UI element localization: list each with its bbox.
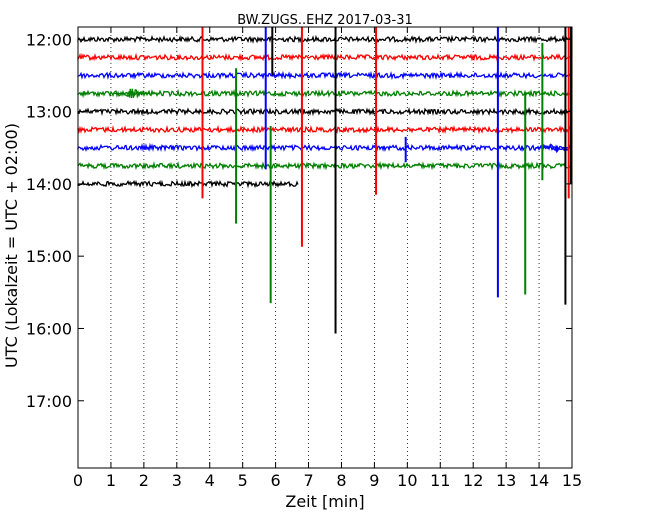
x-tick-label: 2 [139,471,149,490]
x-tick-label: 14 [529,471,549,490]
plot-frame [77,26,573,469]
x-tick-label: 15 [562,471,582,490]
x-tick-label: 7 [303,471,313,490]
x-tick-label: 11 [430,471,450,490]
trace-line [77,106,573,117]
x-tick-label: 12 [463,471,483,490]
y-tick-label: 15:00 [26,247,72,266]
trace-line [77,160,573,171]
y-tick-label: 17:00 [26,392,72,411]
x-tick-label: 8 [336,471,346,490]
trace-line [77,142,572,153]
y-tick-label: 16:00 [26,319,72,338]
seismic-traces [77,34,573,189]
x-tick-label: 13 [496,471,516,490]
x-tick-label: 5 [238,471,248,490]
y-tick-label: 14:00 [26,175,72,194]
trace-line [77,52,573,63]
seismic-spikes [201,27,573,334]
trace-line [77,70,573,81]
axis-ticks: 0 1 2 3 4 5 6 7 8 9 10 11 12 13 14 1512:0013:0014:0015:… [26,27,582,490]
trace-line [77,124,573,135]
wave-burst [114,88,151,99]
x-tick-label: 9 [369,471,379,490]
y-tick-label: 13:00 [26,103,72,122]
trace-line [77,179,299,189]
x-tick-label: 4 [205,471,215,490]
chart-title: BW.ZUGS..EHZ 2017-03-31 [237,13,413,28]
grid-lines [110,27,540,468]
trace-line [77,34,573,45]
x-tick-label: 3 [172,471,182,490]
x-tick-label: 1 [106,471,116,490]
x-tick-label: 0 [73,471,83,490]
x-tick-label: 10 [397,471,417,490]
trace-line [77,88,573,99]
y-axis-label: UTC (Lokalzeit = UTC + 02:00) [2,123,21,368]
y-tick-label: 12:00 [26,30,72,49]
x-tick-label: 6 [271,471,281,490]
x-axis-label: Zeit [min] [285,492,364,511]
